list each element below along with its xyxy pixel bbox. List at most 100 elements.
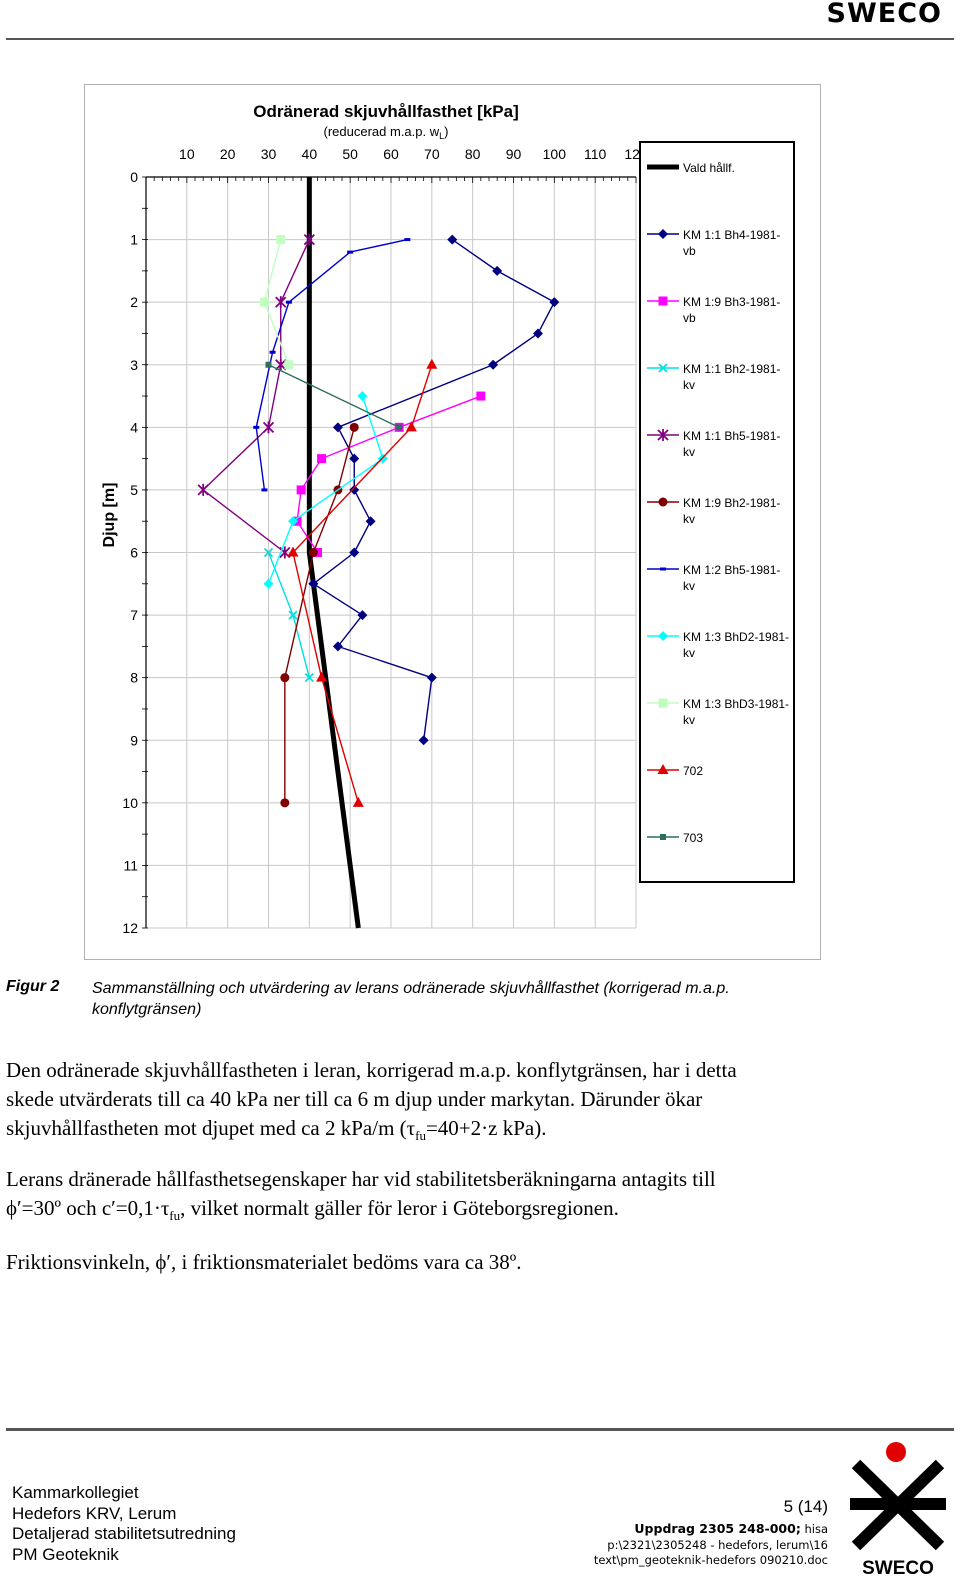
legend-label: KM 1:3 BhD3-1981- [683,697,789,711]
legend-label-cont: kv [683,579,695,593]
data-point [349,484,360,495]
data-point [275,358,287,371]
data-point [296,485,306,495]
header-rule [6,38,954,40]
data-point [287,546,299,557]
data-point [317,454,327,464]
data-point [259,297,269,307]
legend-label: 703 [683,831,703,845]
legend-label: KM 1:9 Bh2-1981- [683,496,780,510]
y-tick-label: 9 [130,732,138,748]
data-point [658,296,668,306]
data-point [418,735,429,746]
data-point [658,631,668,641]
y-tick-label: 4 [130,419,138,435]
legend-label: KM 1:9 Bh3-1981- [683,295,780,309]
series-1 [308,234,560,746]
data-point [263,578,274,589]
data-point [476,391,486,401]
data-point [658,698,668,708]
x-tick-label: 60 [383,146,399,162]
data-point [303,233,315,246]
x-tick-label: 10 [179,146,195,162]
data-point [658,229,668,239]
data-point [280,673,290,683]
y-tick-label: 8 [130,670,138,686]
legend-label-cont: kv [683,713,695,727]
data-point [253,425,260,429]
x-tick-label: 110 [584,146,607,162]
data-point [658,497,668,507]
x-tick-label: 90 [506,146,522,162]
data-point [349,547,360,558]
data-point [288,516,298,527]
paragraph-friction: Friktionsvinkeln, ϕ′, i friktionsmateria… [6,1250,522,1274]
page-number: 5 (14) [783,1497,828,1516]
legend-label: KM 1:3 BhD2-1981- [683,630,789,644]
data-point [284,360,294,370]
data-point [533,328,543,339]
data-point [332,641,343,652]
data-point [349,422,359,432]
data-point [275,296,287,309]
x-tick-label: 30 [261,146,277,162]
x-tick-label: 70 [424,146,440,162]
data-point [263,547,274,558]
p2-line-2: ϕ′=30º och c′=0,1·τfu, vilket normalt gä… [6,1196,619,1224]
logo-wordmark: SWECO [862,1558,934,1578]
data-point [357,610,368,621]
x-tick-label: 40 [302,146,318,162]
legend-label: KM 1:1 Bh5-1981- [683,429,780,443]
data-point [332,422,343,433]
series-9 [287,358,438,807]
logo-figure-icon [850,1459,946,1551]
data-point [276,235,286,245]
chart-frame: 10 20 30 40 50 60 70 80 90 100 110 120 0 1 2 3 4 5 6 7 8 9 10 1… [84,84,821,960]
chart-title: Odränerad skjuvhållfasthet [kPa] [253,102,518,121]
legend-label: KM 1:1 Bh2-1981- [683,362,780,376]
data-point [261,488,268,492]
legend: Vald hållf. KM 1:1 Bh4-1981- vb KM 1:9 Bh3-… [639,141,795,883]
series-line [296,395,482,553]
legend-label: 702 [683,764,703,778]
data-point [447,234,458,245]
strength-depth-chart: 10 20 30 40 50 60 70 80 90 100 110 1200123456789101… [101,102,795,936]
y-tick-label: 0 [130,169,138,185]
x-tick-label: 100 [543,146,567,162]
data-point [352,796,364,807]
legend-label: KM 1:2 Bh5-1981- [683,563,780,577]
logo-red-dot [886,1442,906,1462]
data-point [308,548,318,557]
legend-label-cont: kv [683,445,695,459]
y-axis-label: Djup [m] [101,483,118,548]
data-point [365,516,376,527]
legend-label-cont: kv [683,646,695,660]
legend-label: Vald hållf. [683,161,735,175]
data-point [426,672,437,683]
data-point [269,350,276,354]
y-tick-label: 1 [130,232,138,248]
legend-label-cont: kv [683,512,695,526]
data-point [396,424,403,431]
series-6 [253,238,411,492]
paragraph-strength: Den odränerade skjuvhållfastheten i lera… [6,1056,906,1150]
data-point [316,671,328,682]
data-point [660,834,666,840]
sweco-logo: SWECO [850,1442,946,1578]
legend-label-cont: vb [683,244,696,258]
series-10 [265,361,403,431]
y-tick-label: 2 [130,294,138,310]
p1-line-2: skede utvärderats till ca 40 kPa ner til… [6,1087,703,1111]
sweco-header-logo: SWECO [826,0,942,29]
footer-uppdrag: Uppdrag 2305 248-000; hisa [634,1521,828,1536]
footer-path-1: p:\2321\2305248 - hedefors, lerum\16 [607,1537,828,1552]
data-point [280,798,290,808]
paragraph-drained: Lerans dränerade hållfasthetsegenskaper … [6,1165,906,1230]
legend-box [639,141,795,883]
y-tick-label: 5 [130,482,138,498]
data-point [349,453,360,464]
data-point [657,429,669,441]
footer-type: PM Geoteknik [12,1544,119,1564]
data-point [657,764,669,774]
footer-doc: Detaljerad stabilitetsutredning [12,1524,236,1543]
